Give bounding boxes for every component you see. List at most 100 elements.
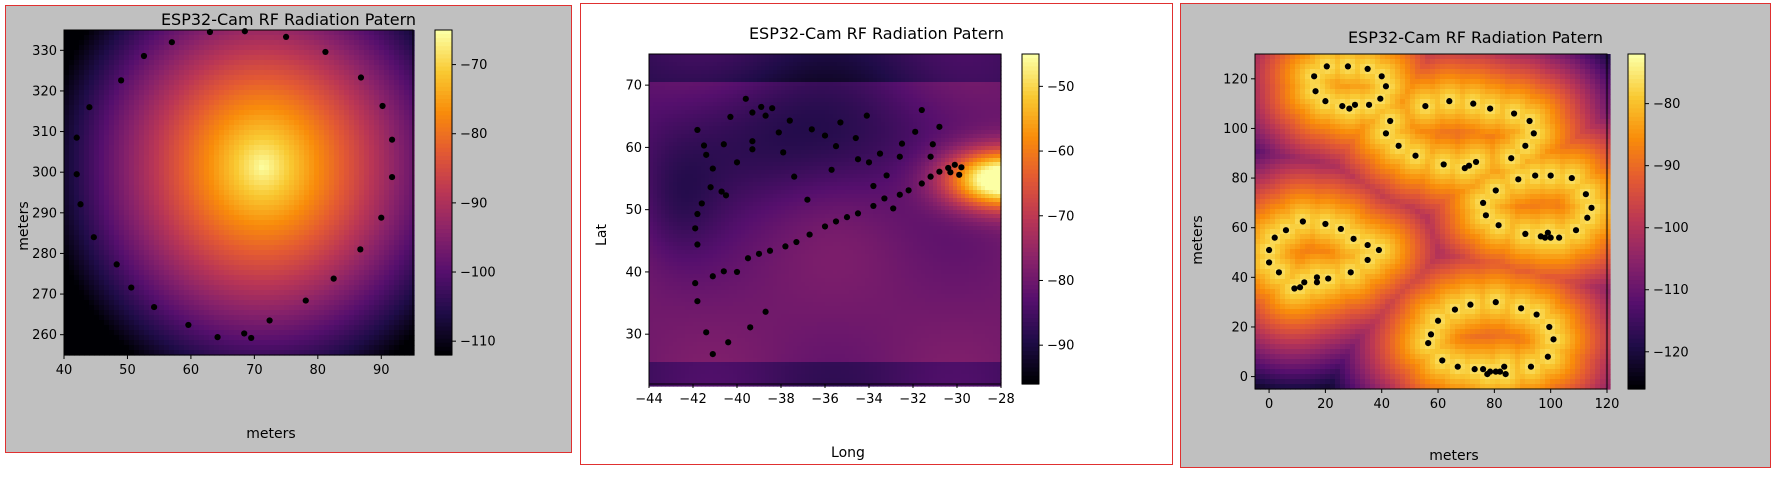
measurement-point — [766, 247, 774, 254]
measurement-point — [1323, 63, 1330, 70]
colorbar — [1022, 54, 1039, 385]
measurement-point — [1479, 366, 1487, 373]
measurement-point — [780, 149, 787, 156]
measurement-point — [1313, 274, 1321, 281]
measurement-point — [1347, 269, 1354, 276]
y-tick-label: 20 — [1231, 320, 1248, 335]
y-tick-label: 270 — [32, 288, 57, 303]
measurement-point — [1446, 98, 1453, 105]
measurement-point — [1544, 353, 1551, 360]
x-axis-label: meters — [246, 426, 296, 442]
chart-title: ESP32-Cam RF Radiation Patern — [160, 10, 417, 29]
measurement-point — [1337, 225, 1344, 233]
chart-svg: −44 −42 −40 −38 −36 −34 −32 −30 −28 30 40 50 60 70 −50… — [625, 53, 1074, 407]
measurement-point — [1522, 142, 1529, 149]
measurement-point — [703, 329, 710, 336]
x-tick-label: 80 — [1486, 397, 1503, 412]
measurement-point — [357, 74, 365, 81]
measurement-point — [1492, 187, 1499, 194]
measurement-point — [1451, 306, 1459, 313]
chart-svg: 0 20 40 60 80 100 120 0 20 40 60 80 100 120 −80 −90 −100… — [1223, 53, 1689, 412]
x-tick-label: 90 — [373, 363, 390, 378]
x-tick-label: −38 — [767, 392, 794, 407]
measurement-point — [1482, 212, 1490, 219]
measurement-point — [73, 134, 80, 141]
measurement-point — [1350, 235, 1357, 242]
measurement-point — [720, 268, 727, 275]
measurement-point — [1351, 101, 1359, 108]
measurement-point — [890, 205, 897, 212]
measurement-point — [1364, 241, 1371, 249]
measurement-point — [1382, 130, 1390, 137]
y-tick-label: 40 — [1231, 271, 1248, 286]
y-tick-label: 60 — [625, 141, 642, 156]
colorbar-tick-label: −70 — [460, 58, 487, 73]
x-tick-label: −30 — [943, 392, 970, 407]
measurement-point — [927, 173, 934, 180]
measurement-point — [854, 156, 862, 163]
measurement-point — [936, 123, 943, 130]
measurement-point — [694, 298, 701, 305]
measurement-point — [1434, 317, 1442, 324]
measurement-point — [378, 214, 385, 221]
measurement-point — [744, 255, 752, 262]
measurement-point — [883, 172, 890, 179]
measurement-point — [956, 171, 963, 178]
measurement-point — [266, 317, 273, 324]
measurement-point — [806, 231, 813, 238]
x-tick-label: 70 — [246, 363, 263, 378]
chart-panel-left: ESP32-Cam RF Radiation Patern 40 50 60 70 80… — [5, 5, 572, 453]
measurement-point — [1532, 172, 1539, 179]
measurement-point — [958, 164, 965, 171]
measurement-point — [1556, 234, 1563, 241]
measurement-point — [1541, 234, 1549, 241]
measurement-point — [1568, 174, 1575, 182]
x-tick-label: 60 — [183, 363, 200, 378]
measurement-point — [1522, 230, 1529, 238]
measurement-point — [1412, 152, 1419, 159]
measurement-point — [1439, 357, 1446, 364]
measurement-point — [1572, 227, 1580, 234]
measurement-point — [742, 95, 749, 102]
measurement-point — [762, 112, 769, 119]
measurement-point — [775, 129, 782, 136]
measurement-point — [793, 238, 800, 246]
measurement-point — [703, 151, 710, 158]
measurement-point — [330, 275, 337, 282]
y-tick-label: 310 — [32, 125, 57, 140]
colorbar-tick-label: −90 — [1047, 339, 1074, 354]
x-tick-label: 20 — [1317, 397, 1334, 412]
measurement-point — [1311, 73, 1318, 80]
x-tick-label: 40 — [1373, 397, 1390, 412]
measurement-point — [720, 141, 727, 148]
measurement-point — [1588, 204, 1595, 211]
measurement-point — [749, 109, 756, 116]
colorbar — [1628, 54, 1645, 390]
chart-svg: 40 50 60 70 80 90 260 270 280 290 300 310 320 330 −70 −… — [32, 28, 496, 378]
measurement-point — [151, 303, 158, 311]
measurement-point — [1582, 191, 1589, 198]
measurement-point — [1550, 336, 1557, 343]
x-tick-label: −34 — [855, 392, 882, 407]
measurement-point — [1265, 246, 1273, 254]
x-tick-label: −44 — [635, 392, 662, 407]
measurement-point — [1364, 256, 1371, 264]
x-tick-label: 120 — [1595, 397, 1620, 412]
measurement-point — [854, 210, 862, 217]
measurement-point — [241, 28, 248, 35]
measurement-point — [1382, 83, 1390, 90]
colorbar — [435, 30, 452, 356]
measurement-point — [1527, 363, 1535, 370]
measurement-point — [214, 334, 221, 341]
measurement-point — [1533, 311, 1540, 318]
heatmap-field — [649, 54, 1002, 387]
x-tick-label: 50 — [119, 363, 136, 378]
measurement-point — [1470, 100, 1477, 107]
measurement-point — [1282, 227, 1290, 234]
measurement-point — [762, 308, 769, 315]
measurement-point — [898, 140, 906, 147]
measurement-point — [758, 103, 765, 111]
measurement-point — [1425, 339, 1432, 347]
measurement-point — [113, 261, 120, 268]
colorbar-tick-label: −110 — [460, 335, 496, 350]
